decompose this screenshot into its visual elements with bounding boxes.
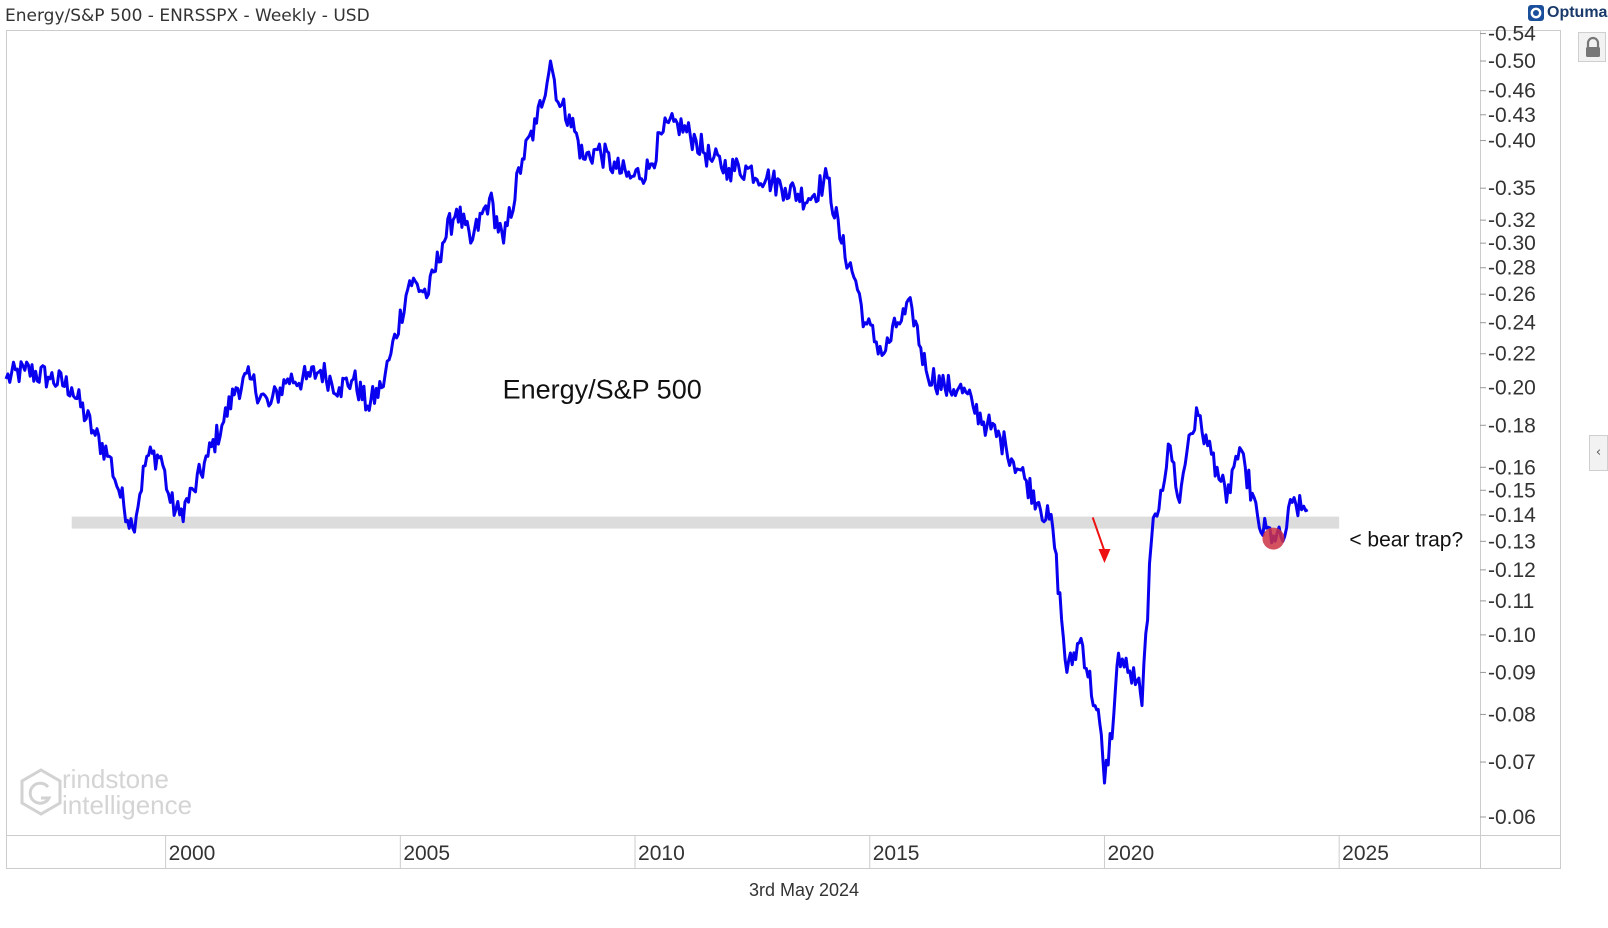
y-tick-label: -0.08	[1488, 703, 1536, 726]
y-tick-label: -0.50	[1488, 50, 1536, 73]
y-tick-label: -0.10	[1488, 624, 1536, 647]
y-tick-label: -0.12	[1488, 559, 1536, 582]
x-tick-label: 2010	[638, 842, 685, 865]
chart-date: 3rd May 2024	[748, 880, 860, 900]
lock-scale-button[interactable]	[1578, 32, 1606, 62]
x-tick-label: 2005	[403, 842, 450, 865]
y-tick-label: -0.30	[1488, 232, 1536, 255]
y-tick-label: -0.09	[1488, 661, 1536, 684]
y-tick-label: -0.18	[1488, 414, 1536, 437]
y-tick-label: -0.35	[1488, 177, 1536, 200]
y-tick-label: -0.40	[1488, 130, 1536, 153]
x-tick-label: 2020	[1107, 842, 1154, 865]
brand-name: Optuma	[1547, 4, 1608, 21]
y-tick-label: -0.22	[1488, 343, 1536, 366]
optuma-logo: Optuma	[1528, 4, 1607, 22]
grindstone-logo-icon	[20, 768, 62, 816]
down-arrow-head	[1098, 549, 1111, 564]
series-line	[4, 59, 1309, 785]
x-tick-label: 2025	[1342, 842, 1389, 865]
y-tick-label: -0.32	[1488, 209, 1536, 232]
watermark-line-1: rindstone	[62, 764, 169, 794]
y-tick-label: -0.15	[1488, 479, 1536, 502]
lock-icon	[1586, 36, 1600, 57]
y-tick-label: -0.28	[1488, 257, 1536, 280]
y-tick-label: -0.24	[1488, 312, 1536, 335]
y-tick-label: -0.26	[1488, 283, 1536, 306]
chart-title: Energy/S&P 500 - ENRSSPX - Weekly - USD	[5, 6, 370, 26]
y-tick-label: -0.16	[1488, 456, 1536, 479]
bear-trap-annotation: < bear trap?	[1349, 529, 1463, 552]
y-tick-label: -0.11	[1488, 590, 1534, 613]
down-arrow-shaft	[1091, 517, 1106, 552]
y-tick-label: -0.20	[1488, 377, 1536, 400]
plot-frame	[6, 30, 1561, 869]
optuma-logo-icon	[1528, 5, 1544, 21]
support-band	[71, 516, 1340, 529]
bear-trap-marker	[1262, 527, 1285, 550]
y-tick-label: -0.54	[1488, 23, 1536, 46]
y-tick-label: -0.43	[1488, 104, 1536, 127]
y-tick-label: -0.07	[1488, 751, 1536, 774]
x-tick-label: 2000	[169, 842, 216, 865]
chart-title-annotation: Energy/S&P 500	[503, 374, 702, 404]
y-tick-label: -0.06	[1488, 806, 1536, 829]
y-tick-label: -0.14	[1488, 504, 1536, 527]
collapse-panel-button[interactable]: ‹	[1589, 435, 1608, 471]
y-tick-label: -0.46	[1488, 80, 1536, 103]
x-tick-label: 2015	[873, 842, 920, 865]
y-tick-label: -0.13	[1488, 530, 1536, 553]
watermark-line-2: intelligence	[62, 790, 193, 820]
